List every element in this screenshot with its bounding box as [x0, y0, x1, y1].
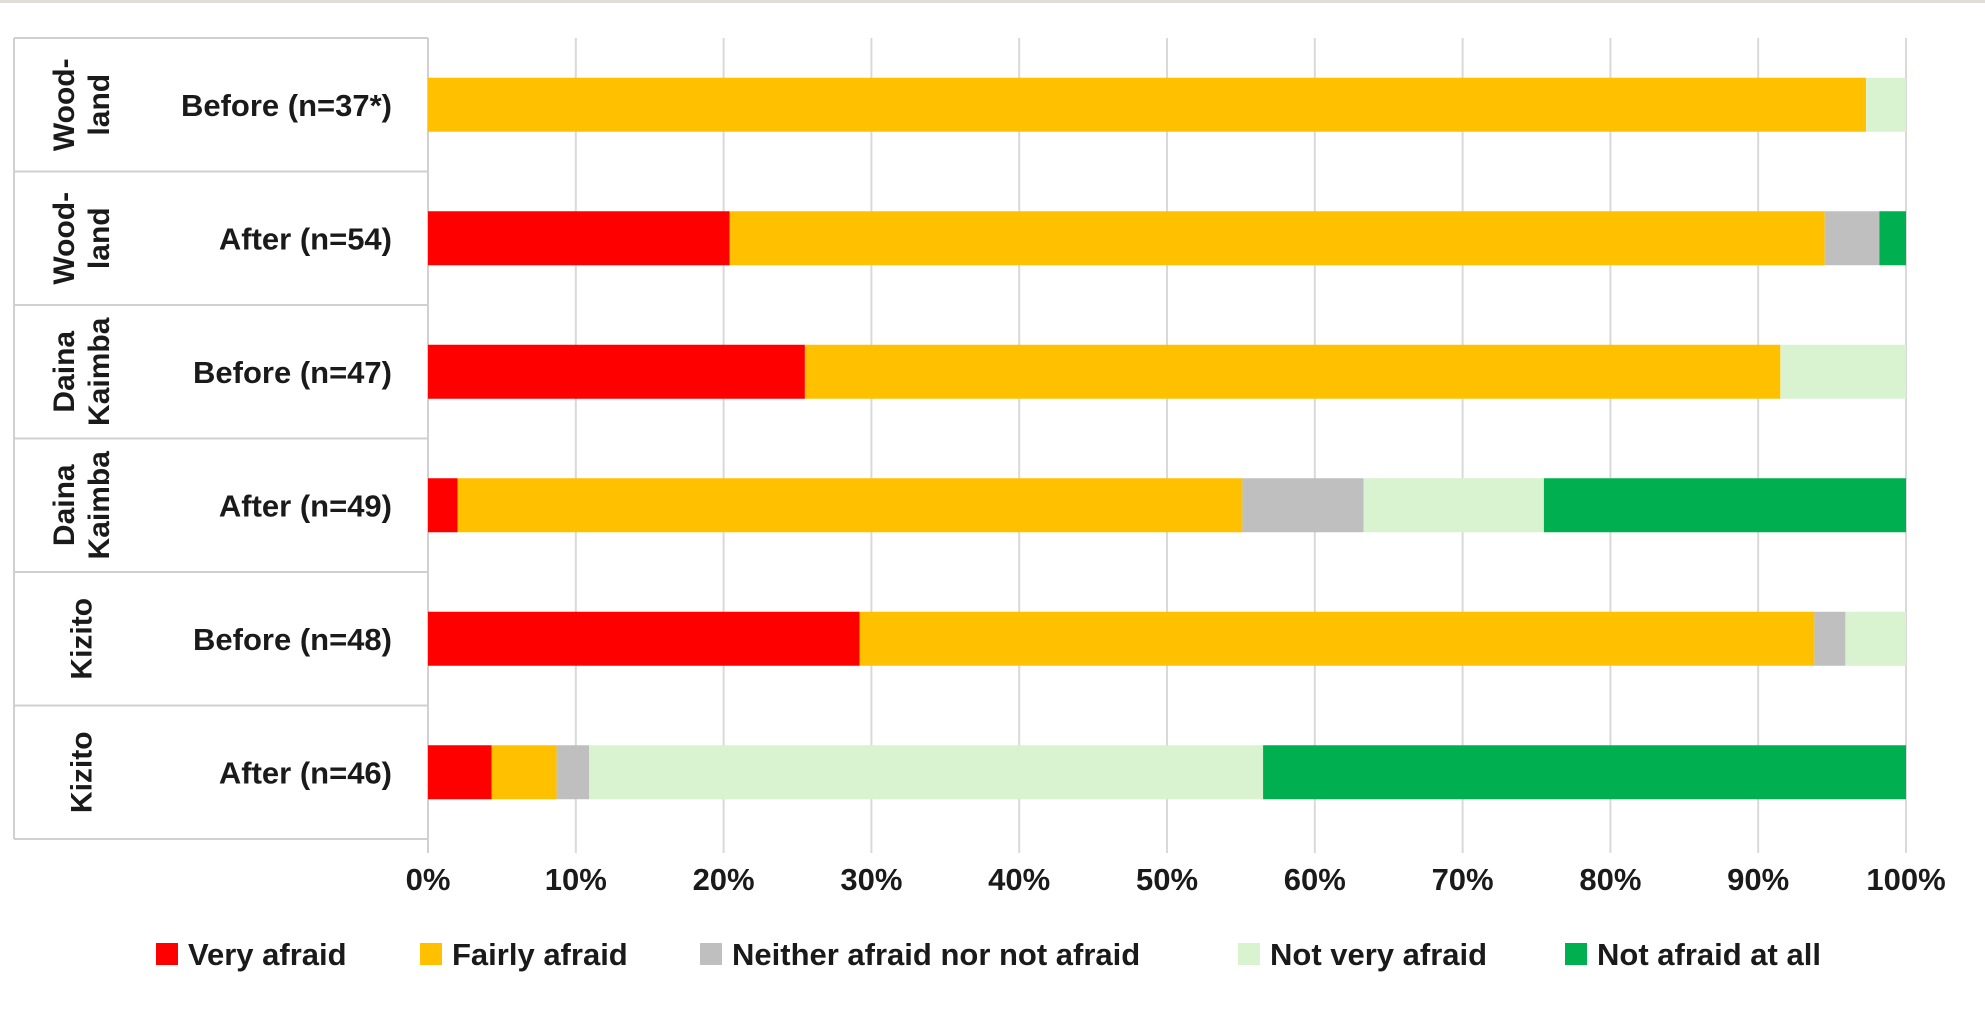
group-label: Kizito: [66, 731, 99, 813]
x-tick-label: 80%: [1579, 862, 1641, 897]
legend-label: Not afraid at all: [1597, 937, 1821, 972]
bar-segment: [1780, 344, 1906, 399]
legend-swatch: [420, 943, 442, 965]
group-label-line: Daina: [48, 464, 81, 546]
group-label-line: Kaimba: [83, 451, 116, 560]
group-label: Wood-land: [48, 58, 116, 151]
legend-label: Very afraid: [188, 937, 347, 972]
bar-segment: [729, 211, 1825, 266]
legend-swatch: [1565, 943, 1587, 965]
bar-segment: [428, 77, 1867, 132]
x-axis-ticks: 0% 10% 20% 30% 40% 50% 60% 70% 80% 90% 100%: [406, 862, 1946, 897]
bar-segment: [428, 745, 492, 800]
bar-segment: [859, 611, 1815, 666]
category-label: Before (n=37*): [181, 88, 392, 123]
group-label: DainaKaimba: [48, 451, 116, 560]
group-label: Wood-land: [48, 192, 116, 285]
group-label-line: Wood-: [48, 58, 81, 151]
group-label-line: Kaimba: [83, 317, 116, 426]
bar-segment: [1814, 611, 1846, 666]
x-tick-label: 40%: [988, 862, 1050, 897]
legend-swatch: [700, 943, 722, 965]
bar-segment: [589, 745, 1264, 800]
x-tick-label: 10%: [545, 862, 607, 897]
group-label: Kizito: [66, 598, 99, 680]
bar-segment: [1263, 745, 1906, 800]
bar-segment: [1242, 478, 1364, 533]
category-table: Wood-land Before (n=37*) Wood-land After (n…: [13, 37, 429, 853]
category-label: Before (n=48): [193, 622, 392, 657]
bar-segment: [556, 745, 590, 800]
x-tick-label: 100%: [1866, 862, 1945, 897]
bar-segment: [1845, 611, 1906, 666]
bar-segment: [428, 478, 458, 533]
category-label: Before (n=47): [193, 355, 392, 390]
x-tick-label: 60%: [1284, 862, 1346, 897]
legend-swatch: [1238, 943, 1260, 965]
bar-segment: [1363, 478, 1544, 533]
x-tick-label: 50%: [1136, 862, 1198, 897]
bars: [428, 77, 1906, 800]
group-label: DainaKaimba: [48, 317, 116, 426]
legend-label: Not very afraid: [1270, 937, 1487, 972]
bar-segment: [1879, 211, 1906, 266]
x-tick-label: 0%: [406, 862, 451, 897]
group-label-line: land: [83, 207, 116, 269]
bar-segment: [1866, 77, 1906, 132]
x-tick-label: 20%: [693, 862, 755, 897]
bar-segment: [428, 344, 805, 399]
legend-label: Fairly afraid: [452, 937, 628, 972]
gridlines: [427, 38, 1907, 853]
x-tick-label: 90%: [1727, 862, 1789, 897]
bar-segment: [457, 478, 1243, 533]
legend-label: Neither afraid nor not afraid: [732, 937, 1140, 972]
category-label: After (n=46): [219, 755, 392, 790]
legend: Very afraid Fairly afraid Neither afraid n…: [156, 937, 1821, 972]
bar-segment: [428, 211, 730, 266]
bar-segment: [1824, 211, 1880, 266]
bar-segment: [1543, 478, 1906, 533]
x-tick-label: 70%: [1432, 862, 1494, 897]
category-label: After (n=54): [219, 221, 392, 256]
top-border: [0, 0, 1985, 3]
group-label-line: Daina: [48, 331, 81, 413]
group-label-line: Kizito: [66, 598, 99, 680]
x-tick-label: 30%: [840, 862, 902, 897]
bar-segment: [491, 745, 557, 800]
legend-swatch: [156, 943, 178, 965]
group-label-line: land: [83, 74, 116, 136]
bar-segment: [428, 611, 860, 666]
group-label-line: Wood-: [48, 192, 81, 285]
category-label: After (n=49): [219, 488, 392, 523]
group-label-line: Kizito: [66, 731, 99, 813]
bar-segment: [804, 344, 1781, 399]
